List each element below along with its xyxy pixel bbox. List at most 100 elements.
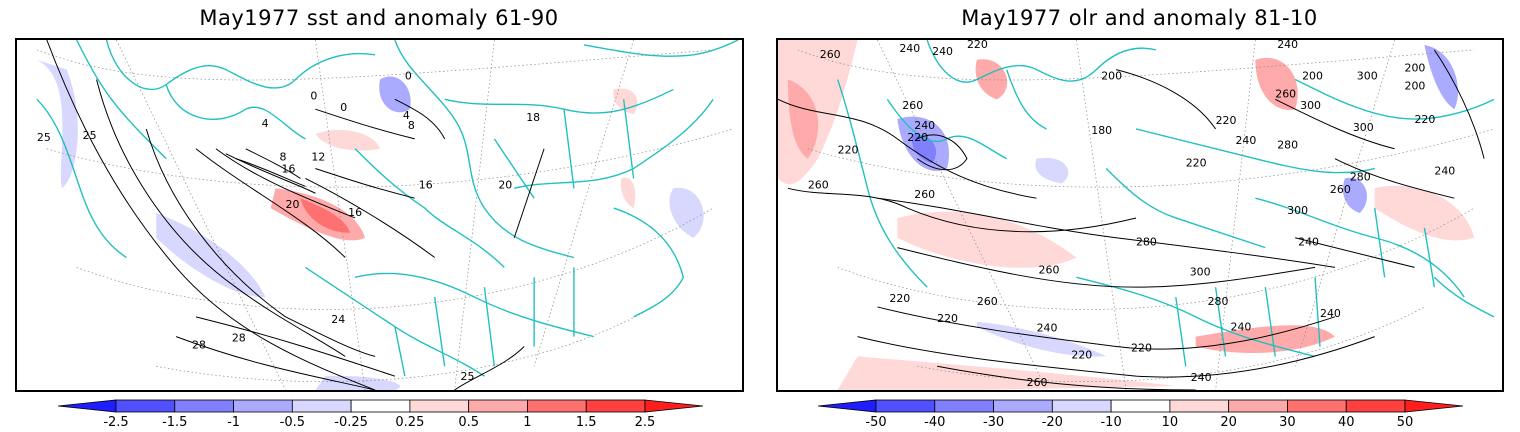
contour-label: 240 bbox=[899, 42, 920, 55]
sst-positive-anomaly-area bbox=[300, 198, 351, 233]
olr-map: 260 240 240 220 200 180 240 200 300 200 … bbox=[776, 38, 1504, 392]
contour-label: 25 bbox=[461, 370, 475, 383]
colorbar-box bbox=[350, 399, 411, 413]
olr-positive-anomaly-area bbox=[1255, 57, 1298, 110]
contour-label: 220 bbox=[1414, 113, 1435, 126]
contour-label: 220 bbox=[1131, 341, 1152, 354]
colorbar-box bbox=[1110, 399, 1171, 413]
contour-label: 260 bbox=[820, 48, 841, 61]
contour-label: 12 bbox=[311, 151, 325, 164]
colorbar-box bbox=[1287, 399, 1347, 413]
olr-positive-anomaly-area bbox=[1374, 185, 1475, 241]
olr-contour-labels: 260 240 240 220 200 180 240 200 300 200 … bbox=[808, 40, 1455, 389]
colorbar-arrow-low bbox=[818, 399, 877, 413]
sst-contours bbox=[46, 40, 545, 390]
sst-country-boundaries bbox=[36, 40, 739, 377]
contour-label: 300 bbox=[1353, 121, 1374, 134]
contour-label: 16 bbox=[348, 206, 362, 219]
sst-colorbar: -2.5 -1.5 -1 -0.5 -0.25 0.25 0.5 1 1.5 2.5 bbox=[58, 398, 703, 432]
contour-label: 280 bbox=[1350, 170, 1371, 183]
colorbar-tick-label: 30 bbox=[1279, 415, 1296, 430]
contour-label: 25 bbox=[83, 129, 97, 142]
colorbar-tick-label: -0.25 bbox=[334, 415, 368, 430]
olr-colorbar: -50 -40 -30 -20 -10 10 20 30 40 50 bbox=[818, 398, 1463, 432]
contour-label: 280 bbox=[1208, 295, 1229, 308]
olr-country-boundaries bbox=[837, 40, 1495, 367]
contour-label: 260 bbox=[808, 178, 829, 191]
sst-negative-anomaly-area bbox=[669, 187, 704, 238]
contour-label: 280 bbox=[1277, 139, 1298, 152]
colorbar-box bbox=[1345, 399, 1406, 413]
olr-negative-anomaly-area bbox=[976, 321, 1107, 357]
contour-label: 4 bbox=[403, 109, 410, 122]
colorbar-box bbox=[1051, 399, 1112, 413]
contour-label: 220 bbox=[838, 144, 859, 157]
contour-label: 260 bbox=[1027, 376, 1048, 389]
colorbar-box bbox=[409, 399, 470, 413]
contour-label: 0 bbox=[405, 70, 412, 83]
olr-negative-anomaly-area bbox=[1343, 177, 1367, 214]
contour-label: 220 bbox=[967, 40, 988, 51]
sst-negative-anomaly-area bbox=[156, 213, 266, 298]
olr-negative-anomaly-area bbox=[1424, 44, 1458, 110]
olr-positive-anomaly-area bbox=[787, 79, 819, 159]
contour-label: 24 bbox=[331, 313, 345, 326]
colorbar-tick-label: -30 bbox=[983, 415, 1004, 430]
colorbar-box bbox=[115, 399, 176, 413]
contour-label: 200 bbox=[1302, 70, 1323, 83]
contour-label: 260 bbox=[1039, 263, 1060, 276]
sst-map-canvas: 0 0 0 4 4 8 8 12 16 16 16 18 20 20 24 25… bbox=[17, 40, 742, 390]
left-panel-title: May1977 sst and anomaly 61-90 bbox=[199, 6, 559, 30]
colorbar-tick-label: 0.5 bbox=[458, 415, 479, 430]
colorbar-box bbox=[527, 399, 587, 413]
contour-label: 180 bbox=[1091, 124, 1112, 137]
contour-label: 240 bbox=[1235, 134, 1256, 147]
colorbar-tick-label: 50 bbox=[1397, 415, 1414, 430]
colorbar-tick-label: -0.5 bbox=[280, 415, 305, 430]
colorbar-arrow-high bbox=[644, 399, 703, 413]
olr-positive-anomaly-area bbox=[837, 356, 1176, 390]
contour-label: 240 bbox=[1277, 40, 1298, 51]
olr-positive-anomaly-area bbox=[897, 211, 1077, 268]
colorbar-tick-label: 10 bbox=[1162, 415, 1179, 430]
contour-label: 240 bbox=[1231, 321, 1252, 334]
contour-label: 20 bbox=[286, 198, 300, 211]
olr-negative-anomaly-area bbox=[911, 133, 937, 164]
colorbar-arrow-low bbox=[58, 399, 117, 413]
contour-label: 260 bbox=[1330, 183, 1351, 196]
colorbar-box bbox=[468, 399, 528, 413]
olr-map-canvas: 260 240 240 220 200 180 240 200 300 200 … bbox=[778, 40, 1502, 390]
contour-label: 240 bbox=[1320, 307, 1341, 320]
colorbar-tick-label: -2.5 bbox=[103, 415, 128, 430]
contour-label: 220 bbox=[1216, 114, 1237, 127]
colorbar-box bbox=[1228, 399, 1288, 413]
colorbar-box bbox=[1169, 399, 1230, 413]
contour-label: 220 bbox=[1071, 348, 1092, 361]
contour-label: 240 bbox=[932, 45, 953, 58]
colorbar-tick-label: 20 bbox=[1220, 415, 1237, 430]
contour-label: 240 bbox=[1298, 236, 1319, 249]
sst-positive-anomaly-area bbox=[315, 129, 380, 151]
contour-label: 16 bbox=[419, 178, 433, 191]
contour-label: 260 bbox=[977, 295, 998, 308]
contour-label: 300 bbox=[1300, 99, 1321, 112]
colorbar-box bbox=[174, 399, 234, 413]
contour-label: 0 bbox=[340, 101, 347, 114]
colorbar-tick-label: 0.25 bbox=[395, 415, 424, 430]
contour-label: 4 bbox=[262, 117, 269, 130]
contour-label: 240 bbox=[914, 119, 935, 132]
colorbar-box bbox=[993, 399, 1053, 413]
contour-label: 240 bbox=[1037, 322, 1058, 335]
sst-colorbar-canvas: -2.5 -1.5 -1 -0.5 -0.25 0.25 0.5 1 1.5 2.5 bbox=[58, 399, 703, 430]
olr-contours bbox=[778, 49, 1485, 390]
colorbar-box bbox=[291, 399, 352, 413]
colorbar-tick-label: 1.5 bbox=[576, 415, 597, 430]
contour-label: 260 bbox=[1275, 87, 1296, 100]
colorbar-tick-label: 1 bbox=[523, 415, 531, 430]
contour-label: 200 bbox=[1405, 62, 1426, 75]
colorbar-tick-label: -40 bbox=[924, 415, 945, 430]
colorbar-tick-label: -50 bbox=[865, 415, 886, 430]
contour-label: 280 bbox=[1136, 236, 1157, 249]
contour-label: 220 bbox=[1186, 157, 1207, 170]
sst-map: 0 0 0 4 4 8 8 12 16 16 16 18 20 20 24 25… bbox=[15, 38, 744, 392]
